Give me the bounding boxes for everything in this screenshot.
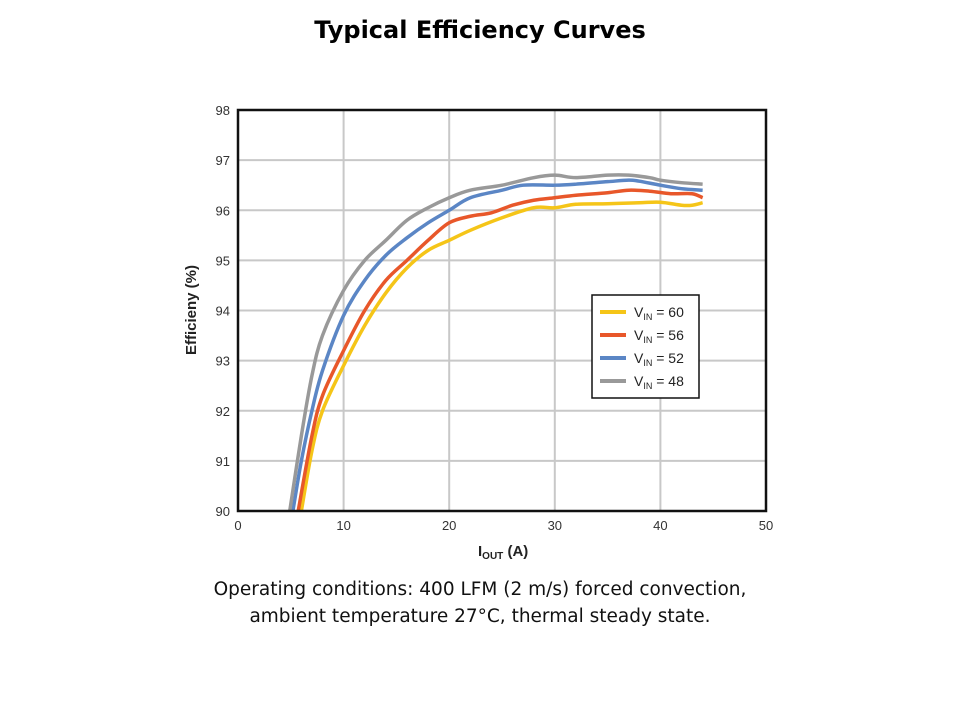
legend-label-vin-60: VIN = 60 xyxy=(634,304,684,322)
y-tick-label: 97 xyxy=(216,153,230,168)
chart-title: Typical Efficiency Curves xyxy=(314,16,646,44)
y-tick-label: 91 xyxy=(216,454,230,469)
x-tick-label: 30 xyxy=(548,518,562,533)
series-line-vin-52 xyxy=(291,178,703,512)
x-tick-label: 0 xyxy=(234,518,241,533)
y-tick-label: 98 xyxy=(216,103,230,118)
x-tick-label: 10 xyxy=(336,518,350,533)
caption-line-1: Operating conditions: 400 LFM (2 m/s) fo… xyxy=(213,579,747,600)
x-axis-label: IOUT (A) xyxy=(478,543,528,562)
plot-frame xyxy=(236,108,768,513)
x-tick-label: 40 xyxy=(653,518,667,533)
series-line-vin-56 xyxy=(296,188,704,512)
legend-label-vin-48: VIN = 48 xyxy=(634,373,684,391)
legend: VIN = 60 VIN = 56 VIN = 52 VIN = 48 xyxy=(591,294,700,399)
caption: Operating conditions: 400 LFM (2 m/s) fo… xyxy=(0,576,960,630)
series-line-vin-60 xyxy=(299,200,704,512)
y-axis-label: Efficieny (%) xyxy=(183,265,200,355)
y-tick-label: 96 xyxy=(216,203,230,218)
caption-line-2: ambient temperature 27°C, thermal steady… xyxy=(249,606,711,627)
x-tick-label: 50 xyxy=(759,518,773,533)
y-tick-label: 95 xyxy=(216,253,230,268)
series-line-vin-48 xyxy=(288,173,703,512)
y-tick-label: 93 xyxy=(216,354,230,369)
legend-label-vin-52: VIN = 52 xyxy=(634,350,684,368)
y-tick-label: 90 xyxy=(216,504,230,519)
y-tick-label: 92 xyxy=(216,404,230,419)
legend-label-vin-56: VIN = 56 xyxy=(634,327,684,345)
x-tick-label: 20 xyxy=(442,518,456,533)
y-tick-label: 94 xyxy=(216,304,230,319)
